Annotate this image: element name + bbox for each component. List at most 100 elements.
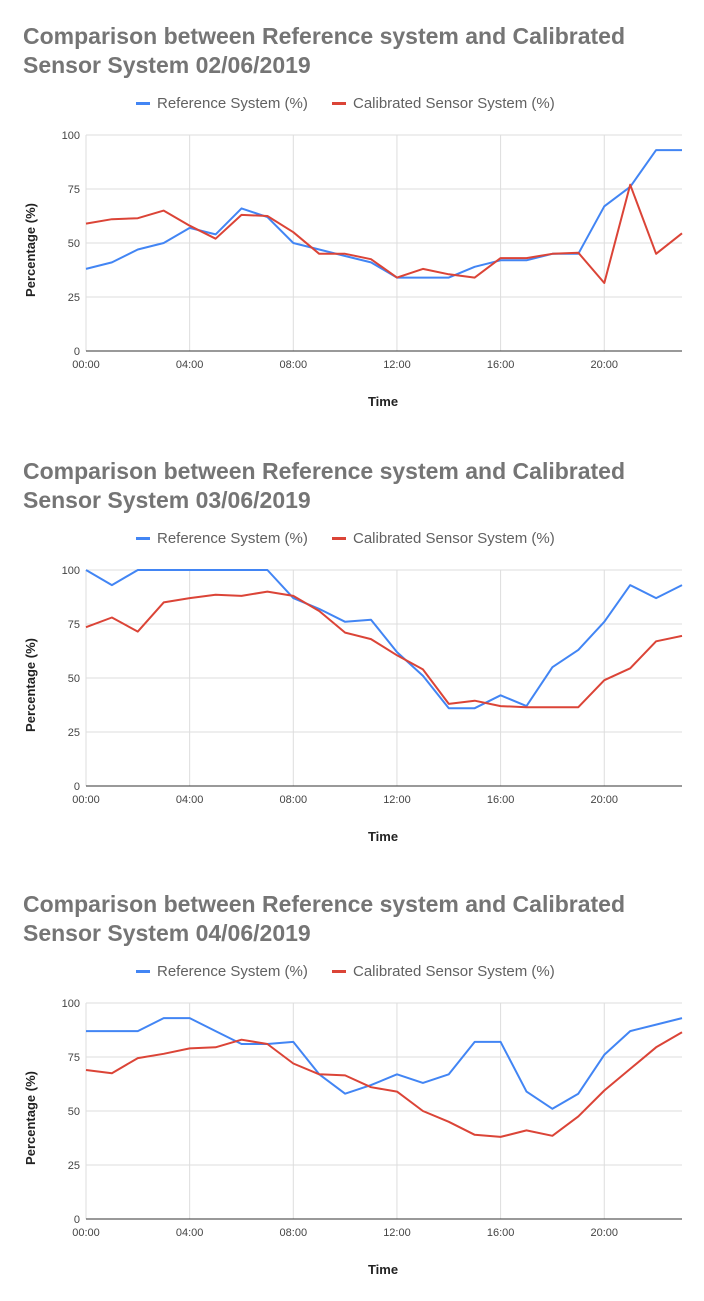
x-tick-label: 08:00 [280,794,308,806]
data-point-reference [318,248,320,250]
y-tick-label: 50 [68,238,80,250]
data-point-reference [370,619,372,621]
data-point-reference [551,666,553,668]
data-point-reference [189,569,191,571]
data-point-calibrated [422,268,424,270]
chart-legend: Reference System (%) Calibrated Sensor S… [0,961,704,981]
data-point-reference [422,675,424,677]
data-point-calibrated [137,631,139,633]
data-point-calibrated [111,617,113,619]
data-point-calibrated [474,700,476,702]
y-tick-label: 100 [62,130,80,142]
legend-swatch-reference [136,101,150,105]
data-point-calibrated [344,253,346,255]
data-point-calibrated [629,184,631,186]
data-point-calibrated [318,610,320,612]
data-point-calibrated [526,706,528,708]
data-point-calibrated [396,1091,398,1093]
series-line-calibrated [85,1031,683,1138]
chart-plot: 0 25 50 75 100 00:00 04:00 08:00 12:00 16:00 20:00… [23,565,683,844]
chart-title: Comparison between Reference system and … [23,891,626,946]
data-point-calibrated [655,1046,657,1048]
data-point-calibrated [422,668,424,670]
legend-item-reference: Reference System (%) [136,528,308,548]
data-point-reference [292,242,294,244]
chart-plot: 0 25 50 75 100 00:00 04:00 08:00 12:00 16:00 20:00… [23,130,683,409]
data-point-reference [681,149,683,151]
data-point-calibrated [448,273,450,275]
x-tick-label: 00:00 [72,1227,100,1239]
data-point-calibrated [111,1072,113,1074]
chart-title: Comparison between Reference system and … [23,23,626,78]
data-point-reference [240,569,242,571]
data-point-reference [655,1024,657,1026]
legend-item-calibrated: Calibrated Sensor System (%) [332,93,555,113]
data-point-reference [163,1017,165,1019]
data-point-calibrated [163,1053,165,1055]
data-point-calibrated [629,667,631,669]
data-point-reference [448,707,450,709]
data-point-reference [474,1041,476,1043]
legend-label: Reference System (%) [157,529,308,547]
data-point-reference [137,1030,139,1032]
data-point-calibrated [655,640,657,642]
legend-swatch-reference [136,536,150,540]
data-point-calibrated [215,238,217,240]
data-point-calibrated [681,635,683,637]
data-point-reference [603,621,605,623]
data-point-reference [344,1093,346,1095]
data-point-calibrated [292,1062,294,1064]
legend-item-reference: Reference System (%) [136,961,308,981]
data-point-reference [474,266,476,268]
data-point-calibrated [137,217,139,219]
data-point-reference [215,233,217,235]
data-point-calibrated [603,1089,605,1091]
legend-label: Reference System (%) [157,94,308,112]
data-point-calibrated [500,1136,502,1138]
y-tick-label: 100 [62,565,80,577]
data-point-reference [111,584,113,586]
data-point-calibrated [85,1069,87,1071]
data-point-calibrated [681,1031,683,1033]
data-point-reference [655,597,657,599]
data-point-calibrated [603,679,605,681]
data-point-reference [603,1054,605,1056]
legend-item-reference: Reference System (%) [136,93,308,113]
data-point-reference [448,1073,450,1075]
data-point-calibrated [500,257,502,259]
y-tick-label: 50 [68,1106,80,1118]
legend-label: Calibrated Sensor System (%) [353,529,555,547]
data-point-reference [629,1030,631,1032]
series-line-reference [85,569,683,710]
data-point-calibrated [551,253,553,255]
data-point-calibrated [240,595,242,597]
data-point-reference [215,569,217,571]
data-point-reference [240,207,242,209]
x-tick-label: 20:00 [590,1227,618,1239]
data-point-calibrated [111,218,113,220]
data-point-reference [163,242,165,244]
chart-title: Comparison between Reference system and … [23,458,626,513]
x-tick-label: 16:00 [487,794,515,806]
data-point-calibrated [396,277,398,279]
data-point-reference [85,1030,87,1032]
data-point-calibrated [448,1121,450,1123]
legend-label: Calibrated Sensor System (%) [353,962,555,980]
data-point-reference [240,1043,242,1045]
data-point-calibrated [370,638,372,640]
data-point-reference [111,1030,113,1032]
legend-item-calibrated: Calibrated Sensor System (%) [332,528,555,548]
data-point-calibrated [292,231,294,233]
data-point-reference [681,1017,683,1019]
data-point-calibrated [344,632,346,634]
data-point-reference [344,255,346,257]
y-tick-label: 25 [68,1160,80,1172]
data-point-calibrated [85,223,87,225]
series-line-reference [86,1017,683,1110]
x-tick-label: 12:00 [383,359,411,371]
data-point-calibrated [163,601,165,603]
y-tick-label: 50 [68,673,80,685]
y-tick-label: 25 [68,292,80,304]
legend-swatch-calibrated [332,101,346,105]
data-point-calibrated [681,232,683,234]
